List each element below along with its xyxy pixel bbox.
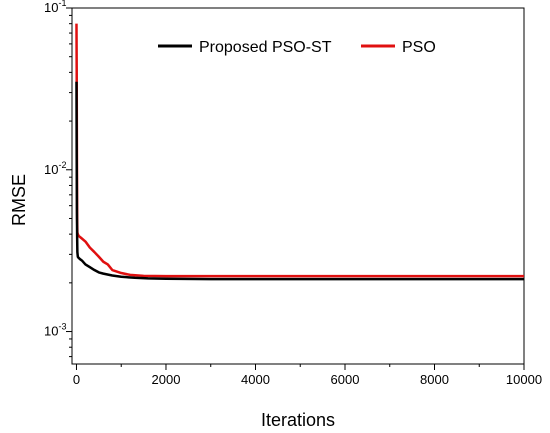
x-tick-label: 10000 [506,372,542,387]
x-axis-title: Iterations [261,410,335,430]
x-tick-label: 0 [73,372,80,387]
x-tick-label: 8000 [420,372,449,387]
legend-label-proposed-pso-st: Proposed PSO-ST [199,39,332,56]
x-tick-label: 6000 [331,372,360,387]
plot-frame [71,7,525,365]
legend: Proposed PSO-ST PSO [158,39,436,56]
legend-label-pso: PSO [402,39,436,56]
y-axis-title: RMSE [9,174,29,226]
y-axis-ticks: 10-3 10-2 10-1 [44,0,72,358]
x-tick-label: 4000 [241,372,270,387]
x-axis-ticks: 0 2000 4000 6000 8000 10000 [73,364,542,387]
plot-area: 0 2000 4000 6000 8000 10000 10-3 10-2 10-1 [44,0,542,387]
series-layer [75,23,524,281]
x-tick-label: 2000 [152,372,181,387]
y-tick-label: 10-1 [44,0,66,15]
series-line-proposed-pso-st [75,81,524,281]
y-tick-label: 10-3 [44,322,66,339]
series-line-pso [75,23,524,278]
y-tick-label: 10-2 [44,160,66,177]
